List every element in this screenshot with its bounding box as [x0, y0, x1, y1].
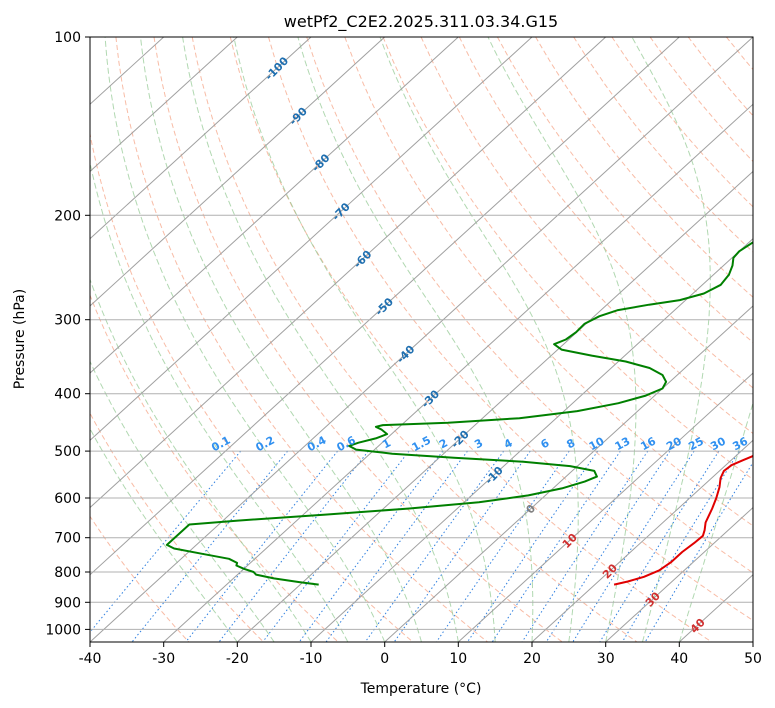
- x-axis-label: Temperature (°C): [360, 681, 482, 697]
- isotherm-line: [90, 37, 312, 240]
- x-tick-label: -10: [300, 651, 323, 667]
- y-axis-label: Pressure (hPa): [12, 289, 28, 389]
- moist-adiabat-line: [140, 37, 422, 642]
- dry-adiabat-line: [306, 37, 753, 574]
- dry-adiabat-line: [191, 37, 638, 642]
- dry-adiabat-line: [420, 37, 753, 435]
- dry-adiabat-line: [382, 37, 753, 481]
- y-tick-label: 300: [54, 313, 81, 329]
- moist-adiabat-line: [90, 160, 349, 642]
- x-tick-label: 30: [597, 651, 615, 667]
- mixing-ratio-label: 13: [613, 435, 633, 454]
- isotherm-line: [236, 170, 753, 642]
- isotherm-line: [90, 37, 533, 442]
- mixing-ratio-line: [545, 450, 671, 642]
- x-tick-label: -20: [226, 651, 249, 667]
- dry-adiabat-line: [153, 37, 564, 642]
- dry-adiabat-line: [344, 37, 753, 527]
- x-tick-label: 0: [380, 651, 389, 667]
- moist-adiabat-line: [90, 360, 275, 642]
- isotherm-line: [457, 372, 753, 642]
- mixing-ratio-line: [521, 450, 649, 642]
- chart-title: wetPf2_C2E2.2025.311.03.34.G15: [284, 12, 558, 32]
- mixing-ratio-label: 10: [587, 434, 607, 453]
- mixing-ratio-line: [621, 450, 740, 642]
- moist-adiabat-line: [182, 37, 459, 642]
- y-tick-label: 400: [54, 387, 81, 403]
- series-lines: [165, 241, 753, 586]
- dewpoint-series-line: [165, 241, 753, 586]
- isotherm-line: [310, 237, 753, 642]
- x-tick-label: 50: [744, 651, 762, 667]
- x-tick-label: -30: [152, 651, 175, 667]
- pressure-gridlines: [90, 37, 753, 630]
- isotherm-line: [90, 37, 753, 642]
- moist-adiabat-line: [90, 427, 238, 642]
- y-axis-ticks: 100 200 300 400 500 600 700 800 900 1000: [45, 30, 90, 638]
- isotherm-line: [90, 37, 680, 576]
- x-tick-label: 20: [523, 651, 541, 667]
- x-tick-label: -40: [79, 651, 102, 667]
- x-tick-label: 40: [670, 651, 688, 667]
- moist-adiabat-line: [233, 37, 496, 642]
- mixing-ratio-line: [90, 450, 242, 633]
- mixing-ratio-label: 25: [686, 435, 706, 454]
- isotherm-line: [90, 37, 607, 509]
- x-axis-ticks: -40 -30 -20 -10 0 10 20 30 40 50: [79, 642, 762, 667]
- mixing-ratio-label: 36: [730, 434, 750, 453]
- mixing-ratio-line: [491, 450, 621, 642]
- moist-adiabat-line: [487, 37, 637, 642]
- mixing-ratio-line: [572, 450, 695, 642]
- isotherm-line: [384, 305, 753, 642]
- isotherm-line: [163, 103, 753, 642]
- moist-adiabat-line: [297, 37, 534, 642]
- y-tick-label: 900: [54, 595, 81, 611]
- plot-frame: [89, 36, 754, 643]
- isotherm-line: [90, 37, 386, 307]
- moist-adiabat-line: [104, 37, 386, 642]
- moist-adiabat-line: [678, 401, 753, 642]
- mixing-ratio-label: 16: [638, 434, 658, 453]
- mixing-ratio-line: [298, 450, 444, 642]
- y-tick-label: 600: [54, 491, 81, 507]
- y-tick-label: 800: [54, 565, 81, 581]
- y-tick-label: 100: [54, 30, 81, 46]
- mixing-ratio-line: [599, 450, 720, 642]
- y-tick-label: 1000: [45, 622, 81, 638]
- mixing-ratio-label: 30: [708, 434, 728, 453]
- moist-adiabat-line: [379, 37, 579, 642]
- y-tick-label: 500: [54, 444, 81, 460]
- dry-adiabat-line: [458, 37, 753, 389]
- isotherm-line: [605, 506, 753, 642]
- mixing-ratio-line: [393, 450, 531, 642]
- isotherm-line: [90, 37, 459, 374]
- temperature-series-line: [613, 454, 753, 586]
- x-tick-label: 10: [449, 651, 467, 667]
- mixing-ratio-lines: [90, 450, 753, 642]
- mixing-ratio-line: [185, 450, 338, 642]
- y-tick-label: 700: [54, 531, 81, 547]
- isotherms: [90, 37, 753, 642]
- mixing-ratio-label: 20: [664, 434, 684, 453]
- isotherm-line: [90, 37, 238, 173]
- y-tick-label: 200: [54, 208, 81, 224]
- mixing-ratio-line: [218, 450, 369, 642]
- isotherm-line: [531, 439, 753, 642]
